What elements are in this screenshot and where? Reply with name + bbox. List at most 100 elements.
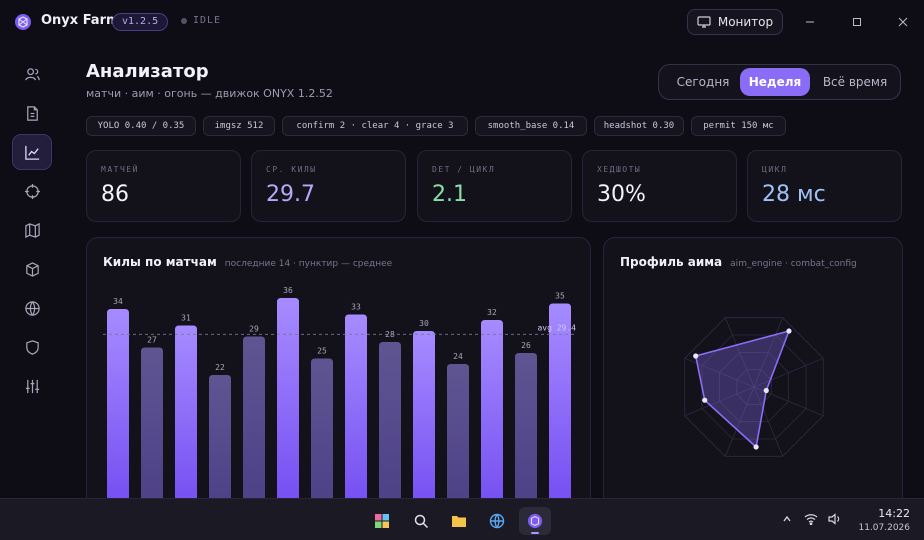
range-all-time[interactable]: Всё время bbox=[822, 75, 888, 89]
tray-chevron-up-icon[interactable] bbox=[781, 513, 793, 525]
stat-label: DET / ЦИКЛ bbox=[432, 165, 496, 174]
stat-card-cycle: ЦИКЛ 28 мс bbox=[747, 150, 902, 222]
crosshair-icon bbox=[24, 183, 40, 199]
kills-bar-label: 36 bbox=[283, 286, 293, 295]
volume-icon[interactable] bbox=[828, 513, 842, 525]
sidebar-item-files[interactable] bbox=[12, 95, 52, 131]
clock-date: 11.07.2026 bbox=[858, 523, 910, 533]
average-label: avg 29.4 bbox=[537, 323, 576, 332]
radar-point[interactable] bbox=[702, 397, 708, 403]
kills-bar[interactable] bbox=[379, 342, 401, 498]
sidebar-item-map[interactable] bbox=[12, 212, 52, 248]
clock-time: 14:22 bbox=[878, 507, 910, 520]
kills-bar[interactable] bbox=[413, 331, 435, 498]
kills-bar[interactable] bbox=[549, 303, 571, 499]
aim-title: Профиль аима bbox=[620, 255, 723, 269]
radar-grid-spoke bbox=[753, 386, 784, 457]
radar-point[interactable] bbox=[693, 353, 699, 359]
page-subtitle: матчи · аим · огонь — движок ONYX 1.2.52 bbox=[86, 87, 333, 100]
radar-grid-spoke bbox=[724, 317, 755, 388]
kills-bar-label: 29 bbox=[249, 325, 259, 334]
range-today[interactable]: Сегодня bbox=[676, 75, 730, 89]
taskbar-start[interactable] bbox=[366, 507, 398, 535]
kills-bar-label: 25 bbox=[317, 347, 327, 356]
kills-title: Килы по матчам bbox=[103, 255, 217, 269]
maximize-button[interactable] bbox=[847, 12, 867, 32]
taskbar-explorer[interactable] bbox=[443, 507, 475, 535]
wifi-icon[interactable] bbox=[804, 513, 818, 525]
globe-icon bbox=[24, 300, 40, 316]
kills-bar-label: 22 bbox=[215, 363, 225, 372]
chip-imgsz: imgsz 512 bbox=[203, 116, 275, 136]
file-icon bbox=[26, 105, 38, 121]
kills-bar[interactable] bbox=[243, 336, 265, 499]
sidebar-item-aim[interactable] bbox=[12, 173, 52, 209]
sidebar-item-settings[interactable] bbox=[12, 368, 52, 404]
map-icon bbox=[24, 222, 40, 238]
sidebar-item-network[interactable] bbox=[12, 290, 52, 326]
stat-card-det-per-cycle: DET / ЦИКЛ 2.1 bbox=[417, 150, 572, 222]
taskbar-search[interactable] bbox=[405, 507, 437, 535]
kills-bar-label: 24 bbox=[453, 352, 463, 361]
kills-bar[interactable] bbox=[209, 375, 231, 498]
onyx-app-icon bbox=[527, 513, 543, 529]
sidebar-item-security[interactable] bbox=[12, 329, 52, 365]
aim-panel: Профиль аима aim_engine · combat_config bbox=[603, 237, 903, 498]
chip-yolo: YOLO 0.40 / 0.35 bbox=[86, 116, 196, 136]
kills-bar[interactable] bbox=[311, 358, 333, 499]
radar-point[interactable] bbox=[786, 328, 792, 334]
page-title: Анализатор bbox=[86, 61, 209, 82]
monitor-icon bbox=[697, 16, 711, 28]
range-week[interactable]: Неделя bbox=[740, 68, 810, 96]
taskbar-clock[interactable]: 14:22 11.07.2026 bbox=[858, 507, 910, 535]
range-selector: Сегодня Неделя Всё время bbox=[658, 64, 901, 100]
monitor-button[interactable]: Монитор bbox=[687, 9, 783, 35]
kills-bar-label: 28 bbox=[385, 330, 395, 339]
radar-point[interactable] bbox=[753, 444, 759, 450]
aim-radar-chart bbox=[684, 317, 824, 457]
kills-bar[interactable] bbox=[481, 320, 503, 498]
kills-subtitle: последние 14 · пунктир — среднее bbox=[224, 259, 393, 269]
stat-label: МАТЧЕЙ bbox=[101, 165, 139, 174]
kills-bar[interactable] bbox=[107, 309, 129, 498]
chip-headshot: headshot 0.30 bbox=[594, 116, 684, 136]
radar-grid-spoke bbox=[684, 357, 755, 388]
kills-bar-label: 33 bbox=[351, 303, 361, 312]
stat-label: ХЕДШОТЫ bbox=[597, 165, 642, 174]
shield-icon bbox=[25, 339, 39, 355]
kills-bar[interactable] bbox=[447, 364, 469, 498]
aim-panel-title: Профиль аима aim_engine · combat_config bbox=[620, 255, 857, 269]
stat-label: СР. КИЛЫ bbox=[266, 165, 317, 174]
radar-grid-spoke bbox=[753, 317, 784, 388]
stat-value: 30% bbox=[597, 182, 646, 207]
kills-bar[interactable] bbox=[277, 298, 299, 498]
kills-bar-label: 26 bbox=[521, 341, 531, 350]
stat-label: ЦИКЛ bbox=[762, 165, 788, 174]
status-indicator: IDLE bbox=[181, 15, 221, 26]
sliders-icon bbox=[25, 379, 39, 393]
taskbar-browser[interactable] bbox=[481, 507, 513, 535]
status-dot-icon bbox=[181, 17, 187, 24]
kills-bar[interactable] bbox=[175, 325, 197, 499]
radar-grid-spoke bbox=[684, 386, 755, 417]
kills-bar[interactable] bbox=[141, 347, 163, 499]
close-button[interactable] bbox=[893, 12, 913, 32]
radar-grid-ring bbox=[684, 317, 824, 457]
sidebar-item-users[interactable] bbox=[12, 56, 52, 92]
monitor-label: Монитор bbox=[717, 15, 774, 29]
sidebar-item-analyzer[interactable] bbox=[12, 134, 52, 170]
kills-bar[interactable] bbox=[345, 314, 367, 499]
radar-profile-area bbox=[694, 329, 791, 449]
radar-point[interactable] bbox=[763, 387, 769, 394]
stat-value: 29.7 bbox=[266, 182, 315, 207]
onyx-logo-icon bbox=[15, 14, 31, 30]
users-icon bbox=[24, 67, 40, 80]
kills-bar[interactable] bbox=[515, 353, 537, 498]
stat-value: 2.1 bbox=[432, 182, 467, 207]
taskbar-onyx[interactable] bbox=[519, 507, 551, 535]
sidebar-item-models[interactable] bbox=[12, 251, 52, 287]
stat-card-avg-kills: СР. КИЛЫ 29.7 bbox=[251, 150, 406, 222]
windows-icon bbox=[375, 514, 389, 528]
minimize-button[interactable] bbox=[800, 12, 820, 32]
chart-icon bbox=[24, 145, 39, 160]
